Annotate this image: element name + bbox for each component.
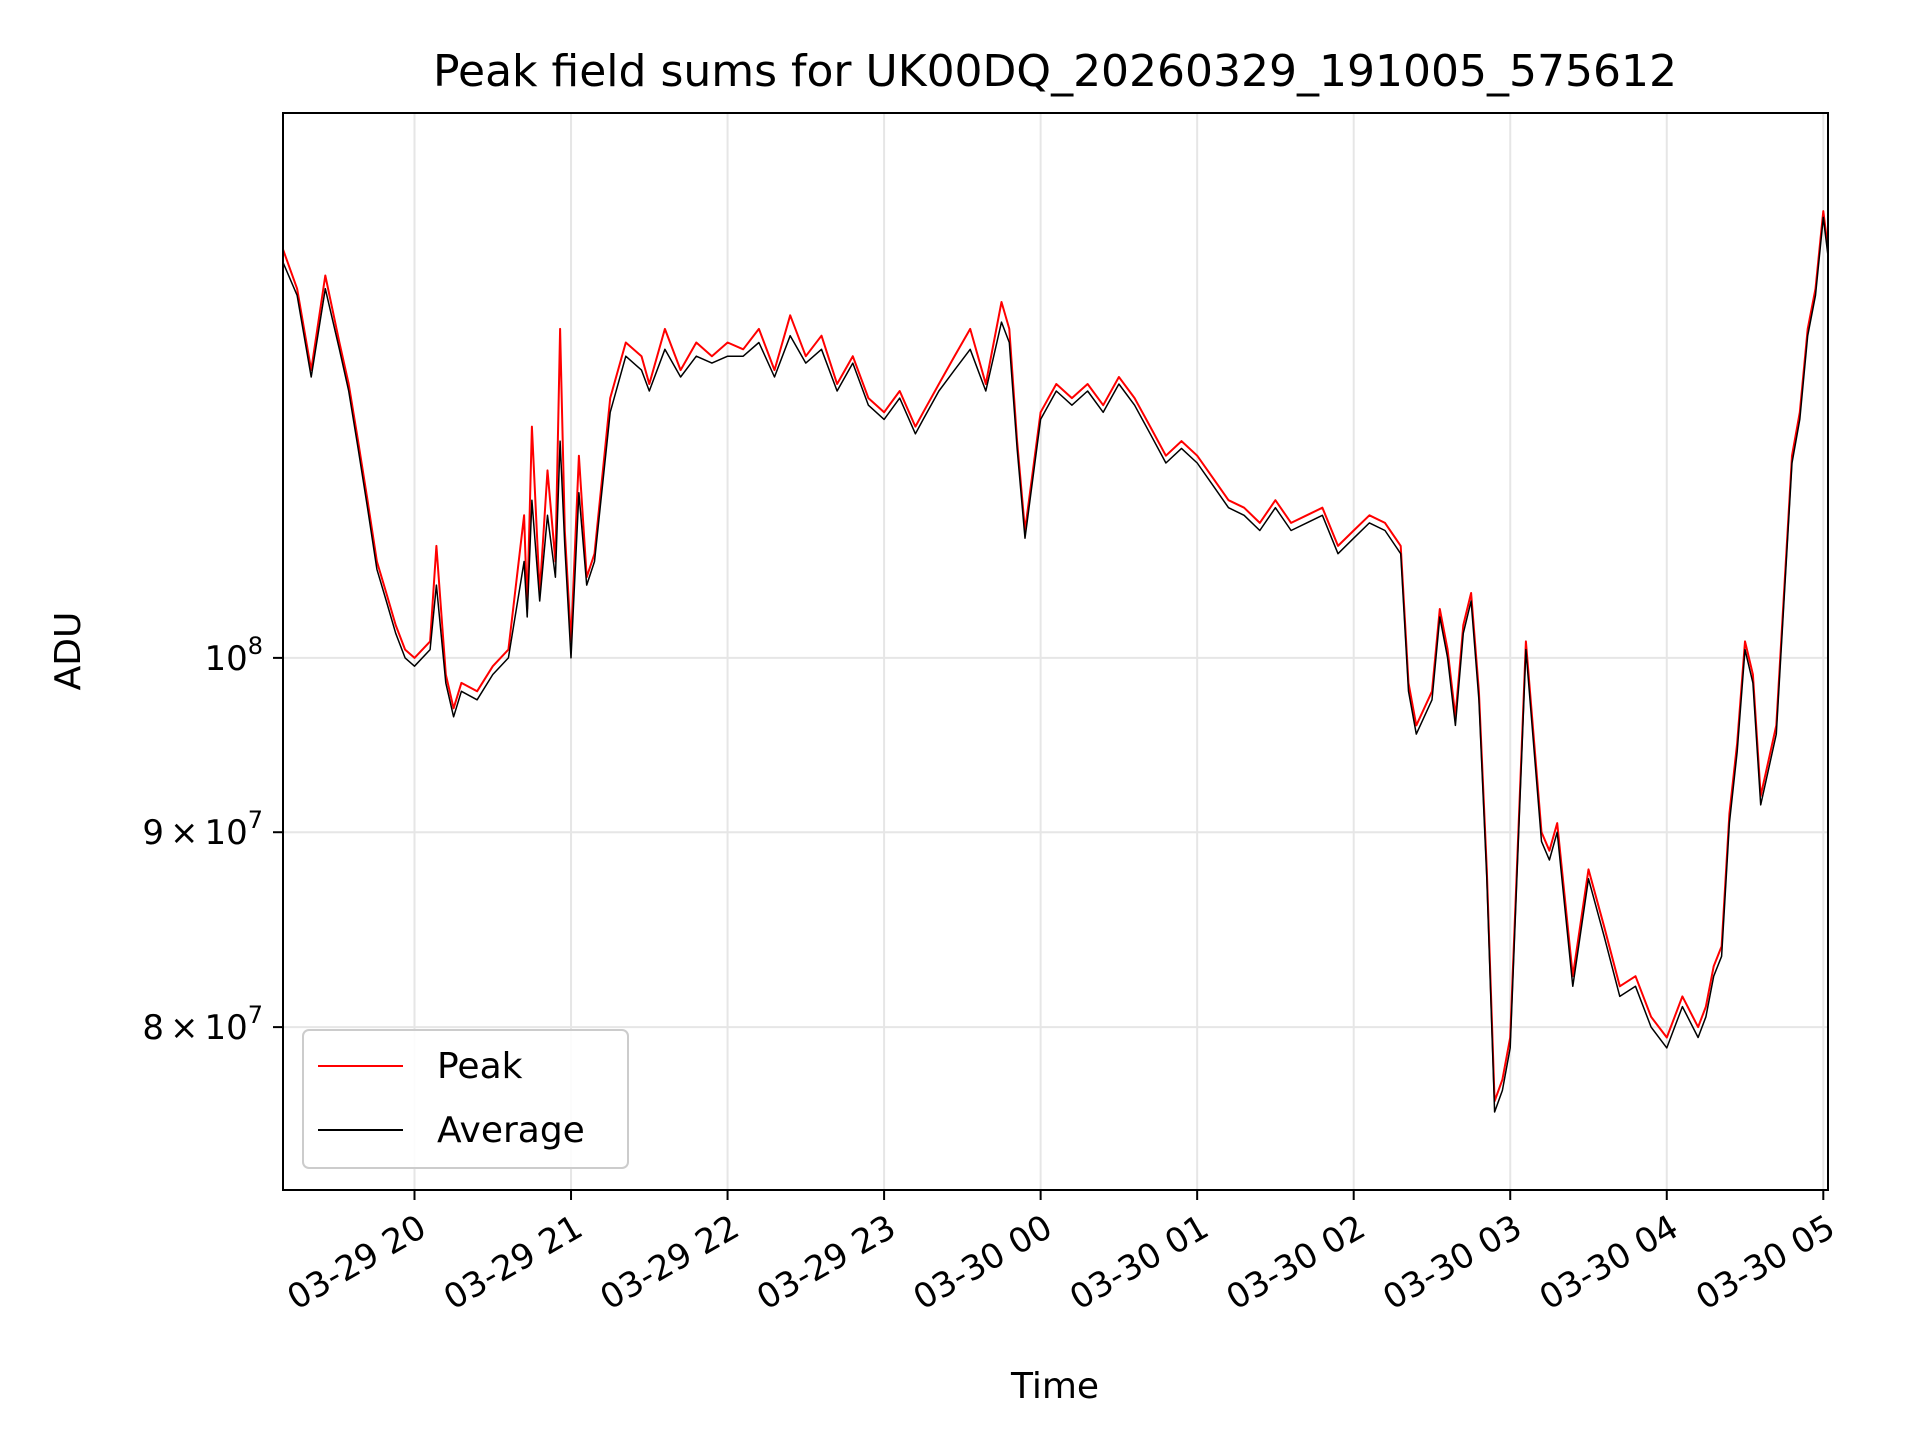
legend-label-peak: Peak — [437, 1046, 523, 1087]
y-tick-label: 8 × 107 — [142, 1001, 263, 1048]
y-tick-label: 9 × 107 — [142, 806, 263, 853]
series-line-peak — [283, 210, 1828, 1103]
y-tick-times: × — [170, 813, 199, 853]
plot-frame — [282, 112, 1829, 1191]
x-axis-label: Time — [1010, 1366, 1099, 1407]
y-tick-mantissa: 8 — [142, 1008, 164, 1048]
y-tick-ten: 10 — [204, 1008, 247, 1048]
legend-label-average: Average — [437, 1110, 585, 1151]
y-tick-ten: 10 — [204, 639, 247, 679]
y-tick-exponent: 8 — [248, 632, 263, 660]
series-line-average — [283, 216, 1828, 1113]
y-tick-times: × — [170, 1008, 199, 1048]
legend: Peak Average — [302, 1029, 629, 1169]
y-tick-exponent: 7 — [248, 806, 263, 834]
y-tick-ten: 10 — [204, 813, 247, 853]
legend-box — [302, 1029, 629, 1169]
chart-title: Peak field sums for UK00DQ_20260329_1910… — [433, 46, 1677, 97]
y-tick-mantissa: 9 — [142, 813, 164, 853]
y-tick-exponent: 7 — [248, 1001, 263, 1029]
y-tick-label: 108 — [204, 632, 263, 679]
y-axis-label: ADU — [48, 612, 89, 691]
series-layer — [283, 210, 1828, 1113]
grid-lines — [283, 113, 1828, 1190]
